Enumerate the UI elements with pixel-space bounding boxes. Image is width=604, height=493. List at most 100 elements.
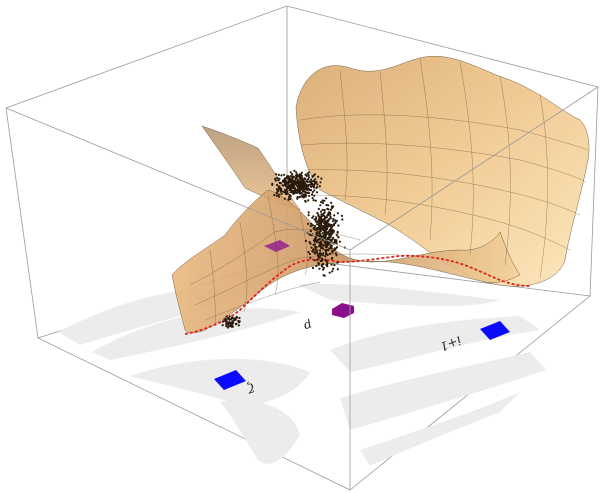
sample-point — [318, 256, 321, 259]
sample-point — [319, 210, 323, 213]
sample-point — [289, 195, 292, 198]
sample-point — [317, 224, 321, 227]
sample-point — [329, 217, 332, 220]
sample-point — [315, 223, 319, 226]
sample-point — [234, 323, 238, 326]
sample-point — [318, 267, 321, 270]
sample-point — [323, 235, 326, 238]
sample-point — [327, 204, 330, 207]
sample-point — [300, 176, 304, 179]
sample-point — [334, 241, 337, 244]
sample-point — [321, 220, 324, 223]
sample-point — [280, 182, 283, 185]
sample-point — [309, 180, 312, 183]
sample-point — [330, 201, 333, 204]
sample-point — [280, 174, 283, 177]
sample-point — [313, 189, 316, 192]
sample-point — [322, 225, 325, 228]
floor-band-6 — [340, 352, 546, 430]
sample-point — [280, 192, 283, 196]
sample-point — [314, 225, 317, 228]
sample-point — [294, 177, 297, 181]
sample-point — [334, 219, 337, 222]
sample-point — [317, 207, 320, 211]
sample-point — [330, 245, 333, 248]
sample-point — [315, 232, 318, 235]
minimum-b-label: i+1 — [438, 333, 463, 354]
sample-point — [294, 191, 297, 194]
sample-point — [336, 231, 339, 234]
sample-point — [330, 263, 333, 266]
sample-point — [304, 239, 307, 242]
sample-point — [316, 226, 319, 230]
sample-point — [284, 183, 287, 186]
sample-point — [336, 261, 339, 264]
sample-point — [317, 261, 320, 265]
sample-point — [279, 189, 282, 193]
sample-point — [318, 217, 321, 220]
sample-point — [319, 249, 322, 252]
sample-point — [321, 214, 324, 217]
sample-point — [306, 188, 309, 191]
sample-point — [321, 201, 324, 205]
sample-point — [330, 223, 333, 227]
sample-point — [331, 251, 334, 254]
sample-point — [336, 268, 339, 271]
surface-back-ridge — [295, 56, 590, 287]
sample-point — [226, 326, 229, 329]
sample-point — [318, 215, 321, 218]
sample-point — [283, 173, 286, 176]
sample-point — [283, 179, 286, 183]
sample-point — [313, 194, 316, 197]
sample-point — [234, 317, 237, 320]
sample-point — [329, 208, 332, 211]
floor-markers: ζ p i+1 — [214, 303, 510, 396]
sample-point — [313, 252, 316, 255]
surface-back-flap — [201, 125, 301, 211]
sample-point — [325, 226, 328, 229]
sample-point — [335, 234, 338, 237]
sample-point — [329, 229, 332, 232]
sample-point — [302, 181, 305, 184]
sample-point — [319, 253, 323, 256]
sample-point — [291, 177, 294, 180]
sample-point — [320, 245, 323, 248]
sample-point — [313, 228, 316, 231]
sample-point — [315, 186, 318, 190]
sample-point — [326, 253, 329, 256]
sample-point — [311, 266, 315, 270]
sample-point — [223, 318, 226, 321]
sample-point — [308, 194, 311, 197]
sample-point — [304, 199, 307, 202]
sample-point — [331, 257, 334, 260]
sample-point — [307, 222, 310, 225]
sample-point — [306, 180, 309, 183]
sample-point — [337, 235, 340, 239]
sample-point — [311, 193, 314, 196]
sample-point — [312, 248, 315, 251]
sample-point — [273, 194, 276, 197]
sample-point — [333, 264, 336, 267]
sample-point — [325, 203, 328, 207]
sample-point — [330, 206, 334, 210]
sample-point — [329, 235, 332, 239]
sample-point — [289, 197, 292, 201]
sample-point — [275, 192, 278, 195]
sample-point — [323, 223, 327, 226]
sample-point — [328, 252, 331, 255]
sample-point — [309, 224, 312, 228]
sample-point — [221, 324, 224, 327]
sample-point — [288, 177, 292, 180]
sample-point — [310, 222, 313, 225]
sample-point — [303, 177, 306, 180]
sample-point — [332, 267, 335, 270]
sample-point — [309, 256, 312, 259]
sample-point — [323, 227, 326, 230]
sample-point — [332, 217, 335, 221]
sample-point — [325, 216, 328, 219]
sample-point — [335, 254, 338, 257]
sample-point — [275, 188, 278, 191]
sample-point — [271, 183, 274, 186]
sample-point — [311, 196, 314, 200]
sample-point — [312, 239, 315, 242]
